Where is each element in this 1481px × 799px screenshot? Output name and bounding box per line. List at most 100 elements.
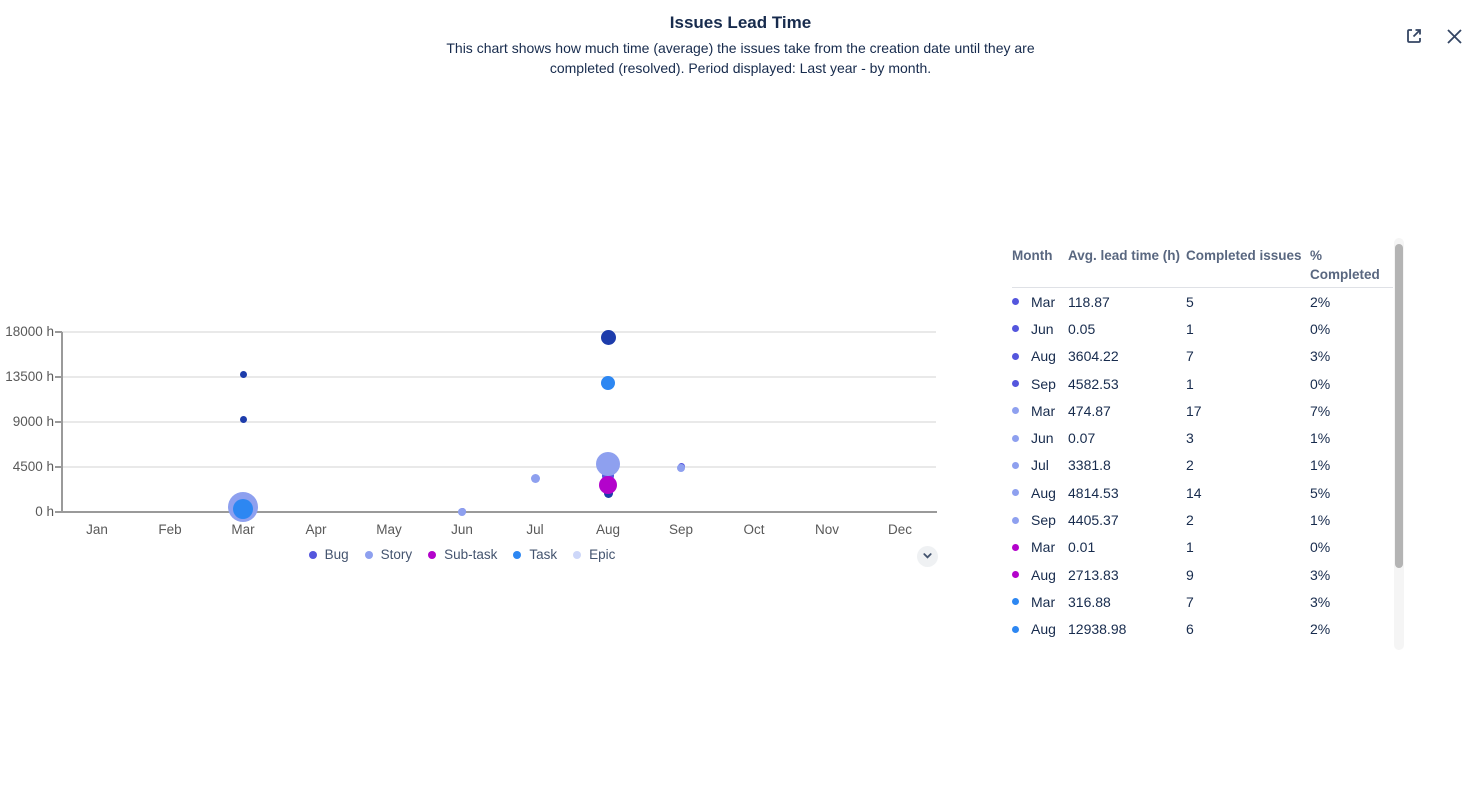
x-tick-label: Apr [305,522,327,537]
chart-description: This chart shows how much time (average)… [446,40,1035,76]
series-dot-icon [1012,516,1019,524]
x-axis-line [61,511,937,513]
y-tick-mark [55,511,62,513]
y-tick-label: 9000 h [12,414,54,429]
chart-bubble[interactable] [233,498,253,519]
cell-lead-time: 4814.53 [1068,484,1119,501]
y-tick-mark [55,421,62,423]
open-in-new-icon [1404,26,1424,46]
chart-legend: Bug Story Sub-task Task Epic [62,547,862,562]
series-dot-icon [1012,434,1019,442]
chart-bubble[interactable] [600,329,616,345]
legend-item[interactable]: Epic [573,547,615,562]
cell-completed-issues: 2 [1186,457,1194,474]
table-column-header: Completed issues [1186,248,1302,263]
series-dot-icon [1012,489,1019,497]
series-dot-icon [1012,598,1019,606]
chart-bubble[interactable] [458,507,466,516]
gridline [62,331,936,333]
chart-bubble[interactable] [239,370,247,378]
cell-lead-time: 2713.83 [1068,566,1119,583]
gridline [62,376,936,378]
cell-lead-time: 118.87 [1068,293,1110,310]
gridline [62,466,936,468]
chart-bubble[interactable] [596,451,620,476]
legend-dot-icon [364,550,373,559]
x-tick-label: Nov [814,522,839,537]
cell-lead-time: 474.87 [1068,402,1111,419]
cell-pct-completed: 3% [1310,566,1331,583]
cell-pct-completed: 0% [1310,539,1331,556]
cell-pct-completed: 3% [1310,348,1331,365]
table-header-row: Month Avg. lead time (h) Completed issues%… [1012,240,1393,287]
cell-completed-issues: 17 [1186,402,1202,419]
cell-month: Mar [1031,539,1056,556]
table-row: Aug 2713.83 9 3% [1012,561,1393,588]
cell-completed-issues: 7 [1186,593,1194,610]
table-column-header: Avg. lead time (h) [1068,248,1181,263]
legend-item[interactable]: Story [364,547,412,562]
cell-completed-issues: 14 [1186,484,1202,501]
cell-pct-completed: 0% [1310,375,1331,392]
cell-pct-completed: 5% [1310,484,1331,501]
cell-completed-issues: 1 [1186,320,1194,337]
y-axis-line [61,332,63,513]
x-tick-label: Jan [86,522,108,537]
x-tick-label: Oct [743,522,765,537]
x-tick-label: Jul [526,522,544,537]
series-dot-icon [1012,380,1019,388]
table-row: Jun 0.05 1 0% [1012,315,1393,342]
series-dot-icon [1012,407,1019,415]
legend-expand-button[interactable] [917,546,938,567]
table-header-divider [1012,287,1393,288]
legend-label: Epic [589,547,616,562]
table-scrollbar-thumb[interactable] [1395,244,1403,568]
table-row: Jun 0.07 3 1% [1012,424,1393,451]
legend-dot-icon [428,550,437,559]
cell-month: Mar [1031,593,1056,610]
table-row: Mar 0.01 1 0% [1012,534,1393,561]
y-tick-mark [55,331,62,333]
cell-lead-time: 4582.53 [1068,375,1119,392]
cell-completed-issues: 5 [1186,293,1194,310]
legend-dot-icon [573,550,582,559]
chart-bubble[interactable] [601,375,615,390]
legend-item[interactable]: Task [513,547,557,562]
cell-lead-time: 4405.37 [1068,512,1119,529]
page-title: Issues Lead Time [669,13,812,32]
table-column-header: % Completed [1310,248,1380,282]
chart-bubble[interactable] [677,463,685,472]
close-button[interactable] [1441,23,1467,49]
chart-bubble[interactable] [239,415,247,423]
series-dot-icon [1012,352,1019,360]
cell-month: Aug [1031,484,1056,501]
table-row: Sep 4405.37 2 1% [1012,506,1393,533]
table-row: Mar 118.87 5 2% [1012,288,1393,315]
chart-bubble[interactable] [599,475,617,494]
x-tick-label: Aug [595,522,621,537]
cell-pct-completed: 2% [1310,293,1331,310]
legend-label: Task [529,547,558,562]
table-row: Aug 12938.98 6 2% [1012,616,1393,643]
cell-month: Jun [1031,430,1054,447]
legend-item[interactable]: Bug [308,547,349,562]
export-button[interactable] [1401,23,1427,49]
legend-item[interactable]: Sub-task [428,547,497,562]
cell-month: Sep [1031,512,1056,529]
cell-completed-issues: 1 [1186,375,1194,392]
y-tick-mark [55,466,62,468]
cell-completed-issues: 9 [1186,566,1194,583]
cell-lead-time: 316.88 [1068,593,1111,610]
y-tick-label: 4500 h [12,459,54,474]
cell-month: Aug [1031,566,1056,583]
x-tick-label: Feb [158,522,182,537]
cell-pct-completed: 1% [1310,430,1331,447]
cell-lead-time: 0.05 [1068,320,1096,337]
cell-month: Aug [1031,348,1056,365]
cell-completed-issues: 1 [1186,539,1194,556]
chart-bubble[interactable] [530,473,540,483]
legend-label: Sub-task [444,547,498,562]
legend-label: Bug [324,547,349,562]
